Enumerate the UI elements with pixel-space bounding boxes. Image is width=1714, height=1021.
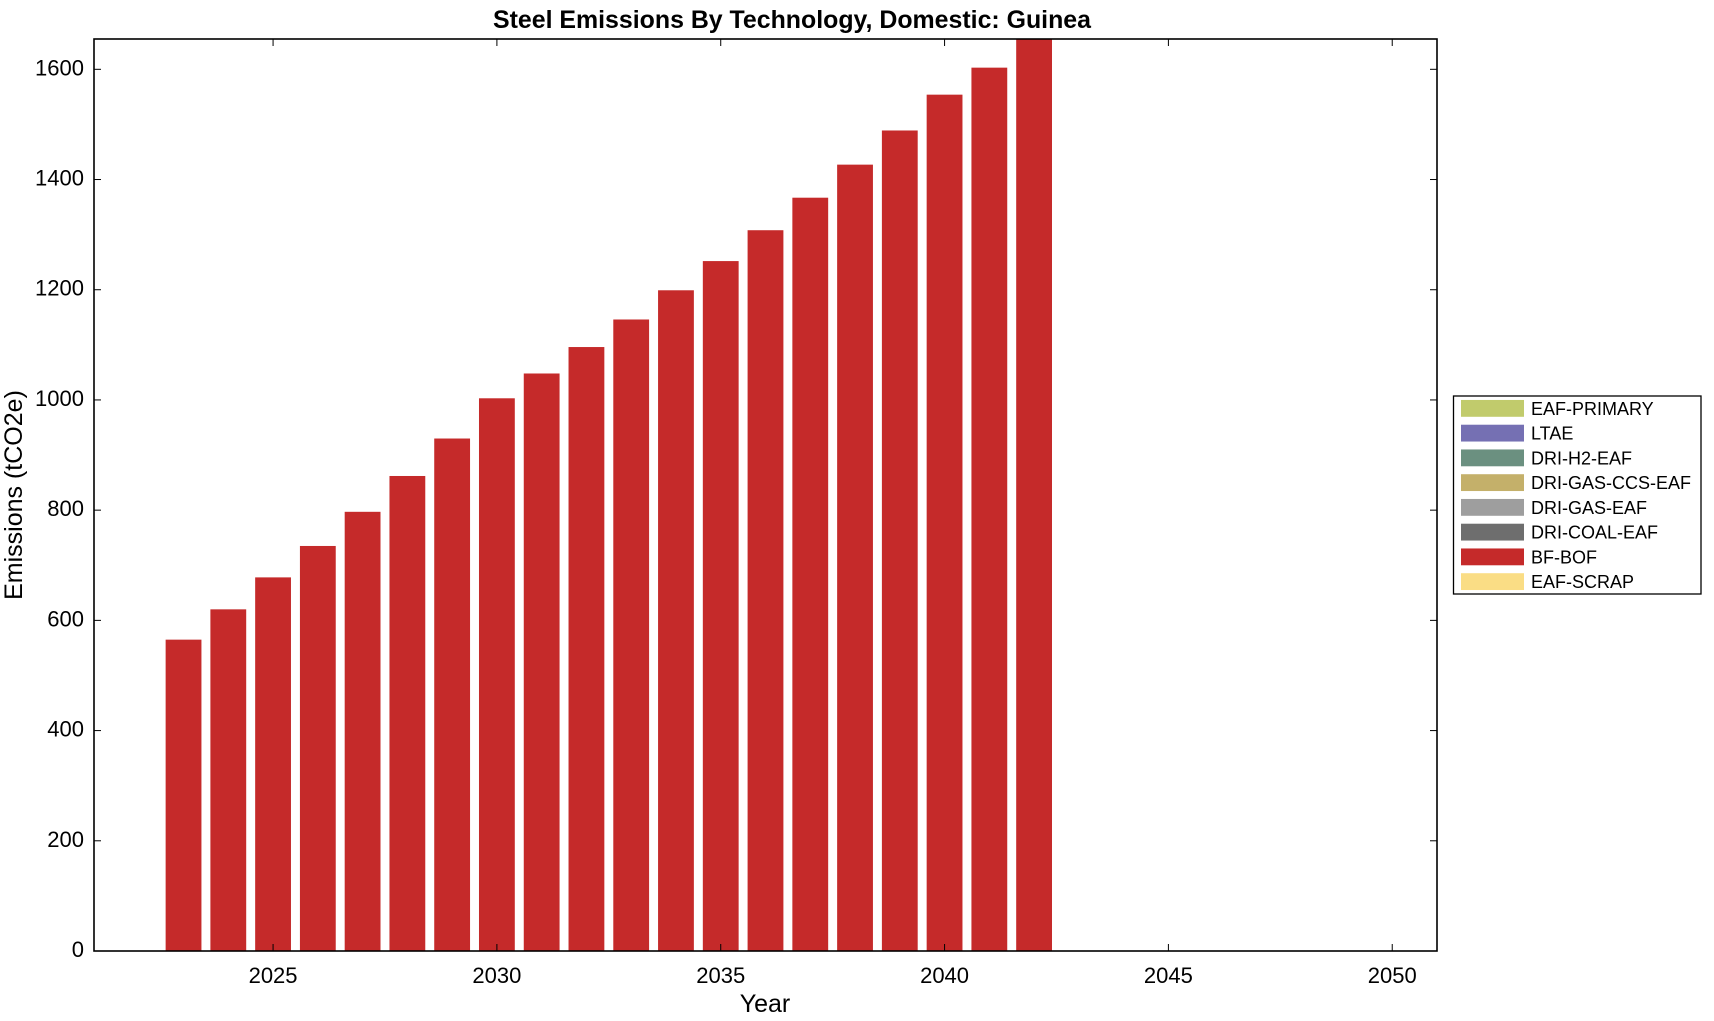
svg-text:1200: 1200 xyxy=(35,276,84,301)
svg-text:800: 800 xyxy=(47,496,84,521)
svg-text:Steel Emissions By Technology,: Steel Emissions By Technology, Domestic:… xyxy=(493,6,1091,34)
svg-text:1600: 1600 xyxy=(35,55,84,80)
svg-text:BF-BOF: BF-BOF xyxy=(1531,547,1597,567)
svg-text:2045: 2045 xyxy=(1144,963,1193,988)
svg-text:0: 0 xyxy=(72,937,84,962)
svg-text:2040: 2040 xyxy=(920,963,969,988)
svg-text:DRI-COAL-EAF: DRI-COAL-EAF xyxy=(1531,523,1658,543)
svg-text:2035: 2035 xyxy=(696,963,745,988)
svg-text:400: 400 xyxy=(47,717,84,742)
svg-text:Emissions (tCO2e): Emissions (tCO2e) xyxy=(0,390,28,600)
svg-text:EAF-PRIMARY: EAF-PRIMARY xyxy=(1531,399,1654,419)
svg-text:200: 200 xyxy=(47,827,84,852)
svg-text:600: 600 xyxy=(47,606,84,631)
svg-text:2030: 2030 xyxy=(472,963,521,988)
svg-text:DRI-GAS-EAF: DRI-GAS-EAF xyxy=(1531,498,1647,518)
svg-text:1400: 1400 xyxy=(35,166,84,191)
svg-text:EAF-SCRAP: EAF-SCRAP xyxy=(1531,572,1634,592)
svg-text:Year: Year xyxy=(740,990,791,1018)
svg-text:LTAE: LTAE xyxy=(1531,424,1573,444)
svg-text:DRI-H2-EAF: DRI-H2-EAF xyxy=(1531,448,1632,468)
svg-text:2050: 2050 xyxy=(1368,963,1417,988)
svg-text:1000: 1000 xyxy=(35,386,84,411)
svg-text:2025: 2025 xyxy=(249,963,298,988)
svg-text:DRI-GAS-CCS-EAF: DRI-GAS-CCS-EAF xyxy=(1531,473,1691,493)
